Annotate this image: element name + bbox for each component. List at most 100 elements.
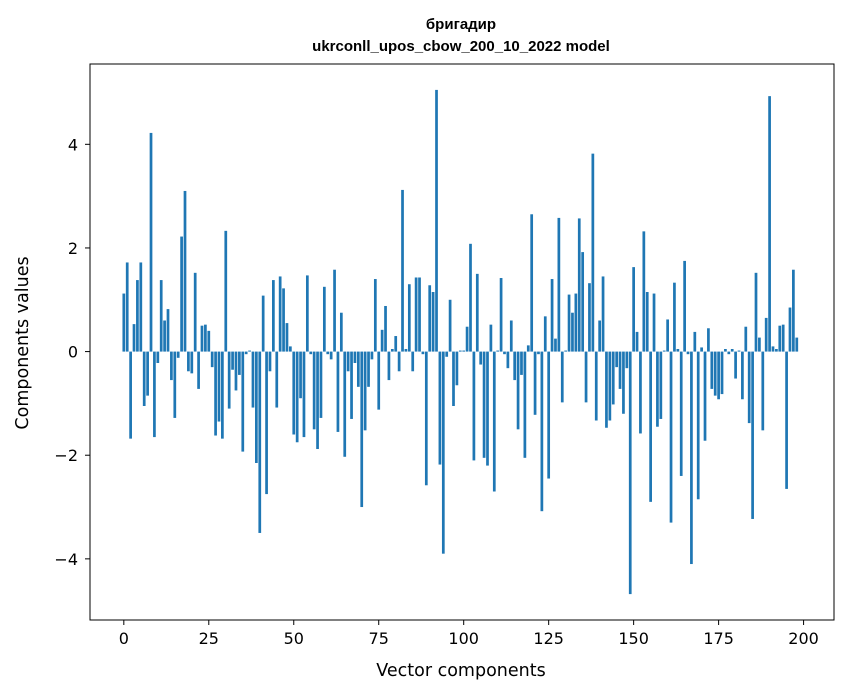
bar	[326, 351, 330, 355]
bar	[363, 351, 367, 431]
bar	[645, 292, 649, 352]
bar	[346, 351, 350, 372]
bar	[173, 351, 177, 418]
bar	[554, 338, 557, 352]
bar	[751, 351, 754, 519]
bar	[761, 351, 765, 431]
bar	[625, 351, 629, 369]
bar	[707, 328, 710, 352]
bar	[431, 292, 435, 352]
bar	[710, 351, 714, 389]
bar	[285, 323, 289, 352]
bar	[343, 351, 347, 457]
bar	[258, 351, 262, 533]
bar	[268, 351, 272, 372]
bar	[523, 351, 527, 458]
x-tick-label: 25	[199, 629, 219, 648]
bar	[394, 336, 398, 352]
bar	[411, 351, 415, 372]
bar	[475, 273, 479, 352]
bar	[312, 351, 316, 430]
bar	[577, 218, 581, 352]
x-tick-label: 0	[119, 629, 129, 648]
bar	[204, 324, 207, 352]
bar	[255, 351, 258, 463]
bar	[639, 351, 642, 434]
bar	[170, 351, 173, 381]
bar	[248, 350, 251, 352]
bar	[771, 346, 775, 352]
bar	[737, 350, 741, 352]
bar	[618, 351, 622, 389]
bar	[360, 351, 364, 508]
bar	[781, 324, 785, 352]
bar	[567, 294, 571, 352]
bar	[717, 351, 720, 400]
chart-title: бригадир	[426, 16, 496, 33]
bar	[458, 350, 462, 352]
bar	[486, 351, 489, 466]
bar	[261, 295, 265, 352]
bar	[231, 351, 234, 370]
bar	[180, 236, 183, 352]
bar	[156, 351, 160, 363]
bar	[452, 351, 455, 406]
bar	[509, 320, 513, 352]
bar	[353, 351, 357, 363]
bar	[329, 351, 333, 360]
y-axis-label: Components values	[13, 256, 33, 429]
bar	[543, 316, 547, 352]
bar	[418, 277, 421, 352]
bar	[472, 351, 476, 461]
bar	[424, 351, 428, 486]
x-tick-label: 175	[703, 629, 734, 648]
bar	[479, 351, 483, 365]
bar	[149, 132, 153, 352]
bar	[758, 337, 761, 352]
bar	[153, 351, 156, 438]
bar	[421, 351, 425, 355]
y-axis-ticks: −4 −2 0 2 4	[54, 135, 90, 569]
bar	[652, 293, 656, 352]
chart-subtitle: ukrconll_upos_cbow_200_10_2022 model	[312, 38, 610, 55]
bar	[516, 351, 520, 430]
bar	[244, 351, 248, 355]
bar	[322, 286, 326, 352]
bar	[438, 351, 442, 465]
y-tick-label: 4	[68, 135, 78, 154]
bar	[214, 351, 217, 436]
bar	[448, 299, 452, 352]
bar	[591, 153, 595, 352]
bar	[142, 351, 146, 406]
bar	[217, 351, 221, 422]
bar	[683, 260, 686, 352]
bar	[489, 324, 493, 352]
bar	[564, 350, 568, 352]
bar	[380, 329, 384, 352]
bar	[384, 305, 387, 352]
bar	[309, 351, 313, 355]
bar	[673, 282, 676, 352]
bar	[367, 351, 370, 387]
bar	[251, 351, 255, 408]
bar	[764, 317, 768, 352]
bar	[795, 337, 799, 352]
bar	[295, 351, 299, 443]
bar	[588, 283, 591, 352]
bar	[132, 324, 136, 352]
bar	[122, 293, 126, 352]
bar	[316, 351, 319, 450]
plot-area: 0 25 50 75 100 125 150 175 200 −4 −2 0 2 4	[54, 63, 835, 648]
bar	[605, 351, 608, 428]
bar	[407, 284, 411, 352]
bar	[319, 351, 323, 418]
bar	[136, 280, 139, 352]
bar	[792, 269, 795, 352]
bar	[370, 351, 374, 360]
bar	[642, 231, 646, 352]
bar	[540, 351, 544, 512]
bar	[744, 326, 748, 352]
bar	[747, 351, 751, 424]
bar	[224, 230, 228, 352]
bar	[387, 351, 391, 381]
